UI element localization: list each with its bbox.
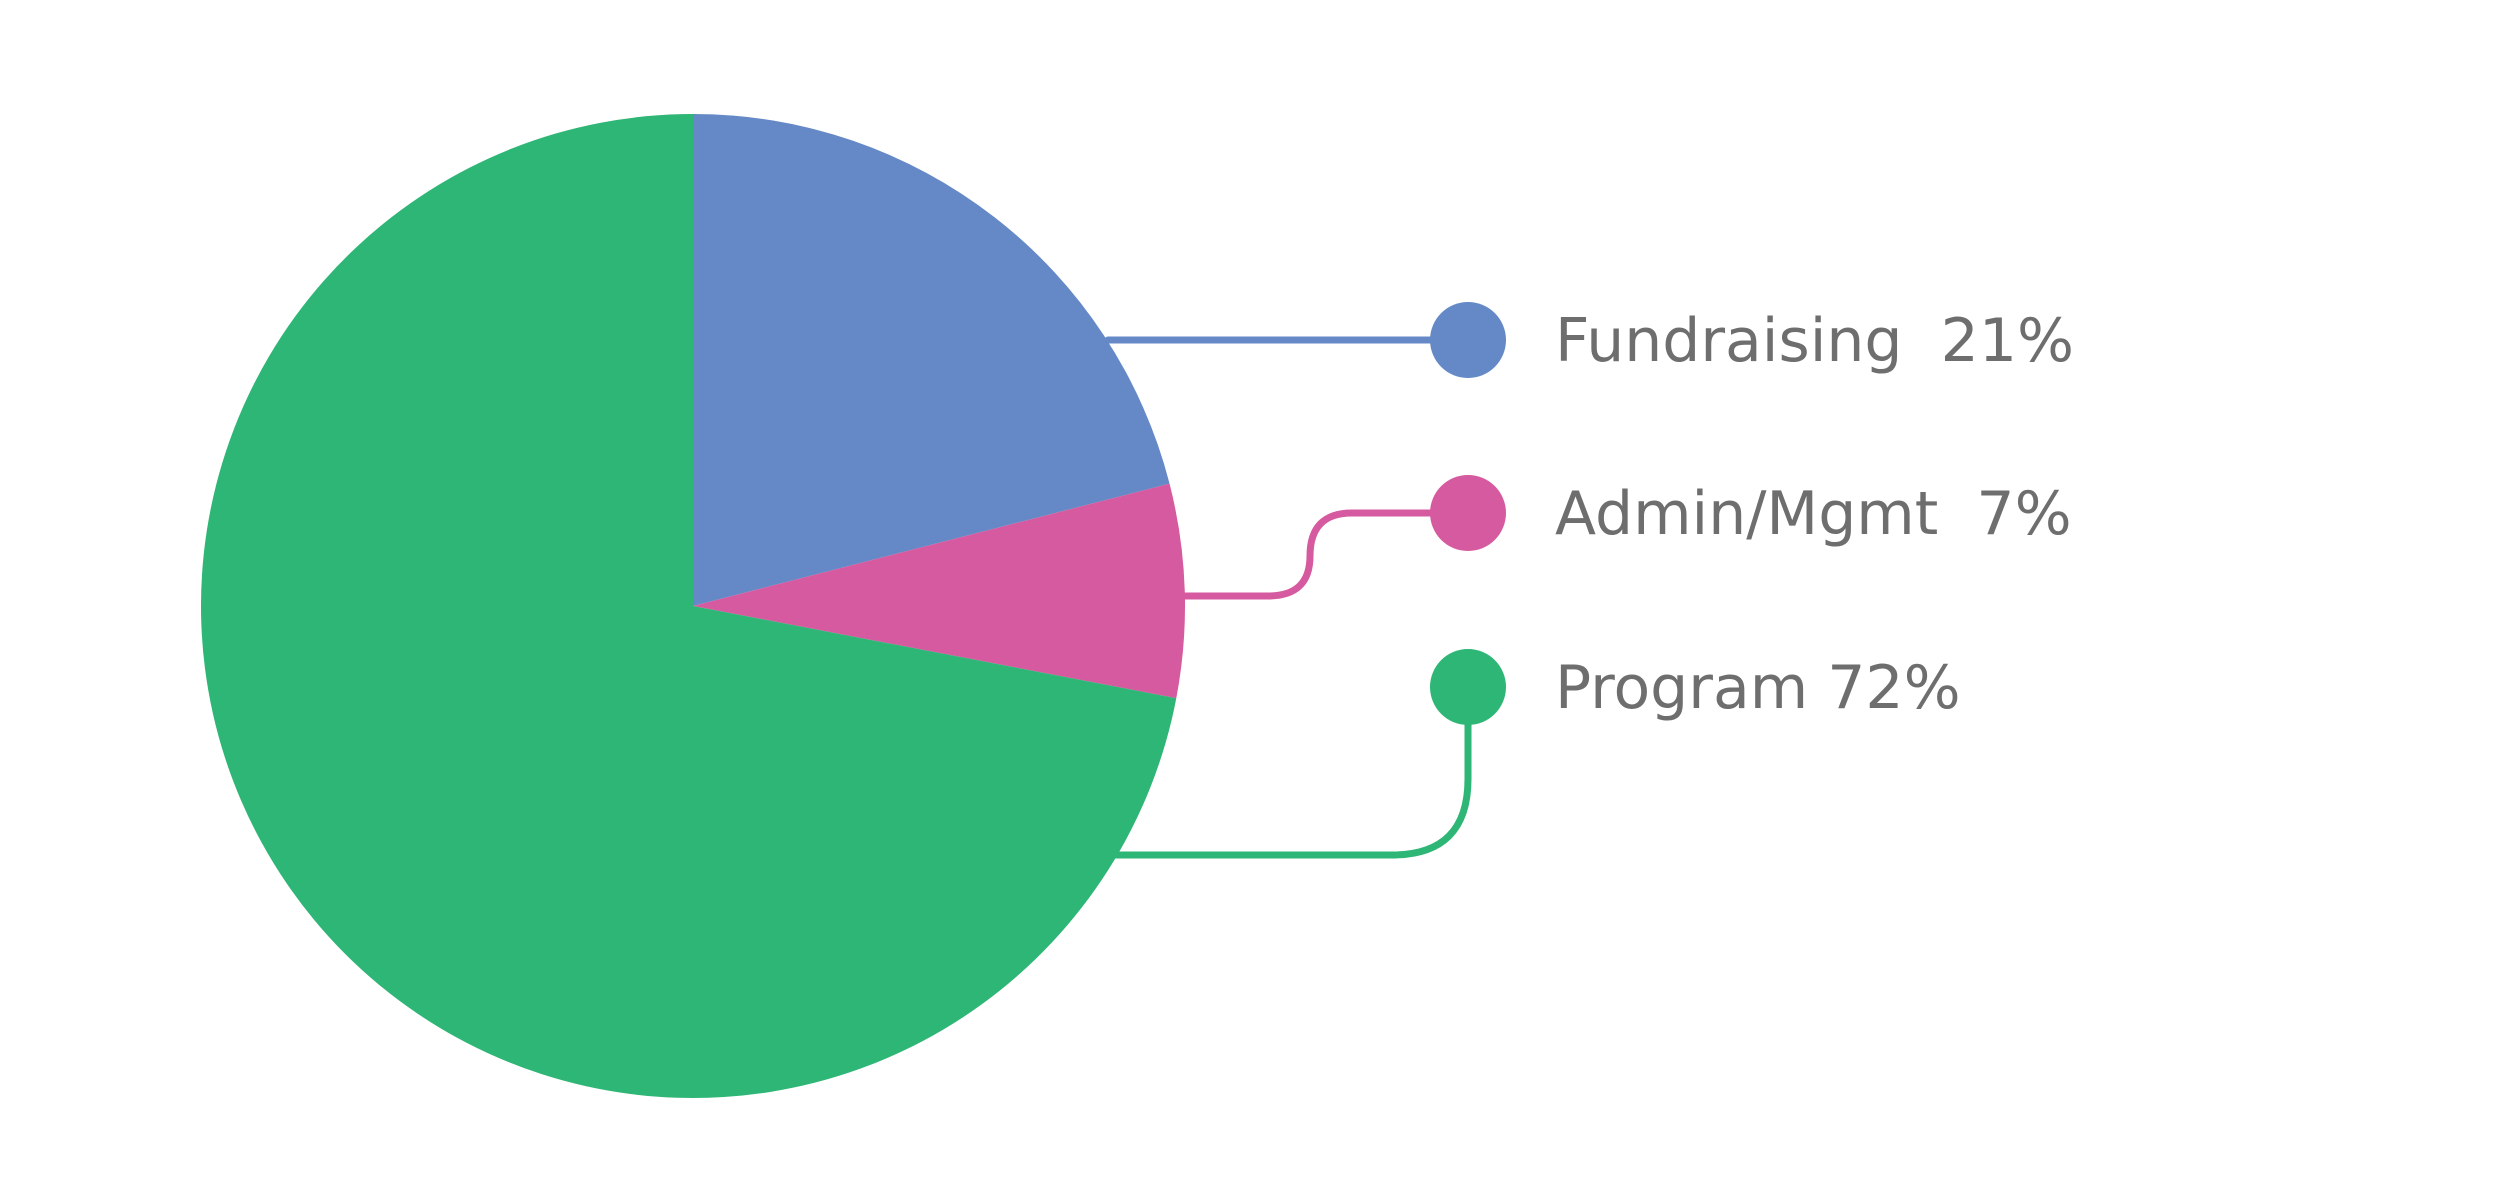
legend: Fundraising 21% Admin/Mgmt 7% Program 72% bbox=[1430, 302, 2074, 725]
pie-slice-fundraising bbox=[693, 114, 1170, 606]
legend-dot-program bbox=[1430, 649, 1506, 725]
pie-slice-program bbox=[200, 114, 1177, 1099]
legend-label-program: Program 72% bbox=[1555, 653, 1961, 723]
pie-slices bbox=[200, 114, 1186, 1099]
leader-line-program bbox=[1109, 683, 1472, 859]
legend-dot-fundraising bbox=[1430, 302, 1506, 378]
leader-lines bbox=[1104, 336, 1472, 859]
legend-label-admin-mgmt: Admin/Mgmt 7% bbox=[1555, 479, 2072, 549]
legend-label-fundraising: Fundraising 21% bbox=[1555, 306, 2074, 376]
pie-slice-admin-mgmt bbox=[693, 483, 1186, 699]
legend-dot-admin-mgmt bbox=[1430, 475, 1506, 551]
leader-line-admin-mgmt bbox=[1181, 509, 1472, 600]
